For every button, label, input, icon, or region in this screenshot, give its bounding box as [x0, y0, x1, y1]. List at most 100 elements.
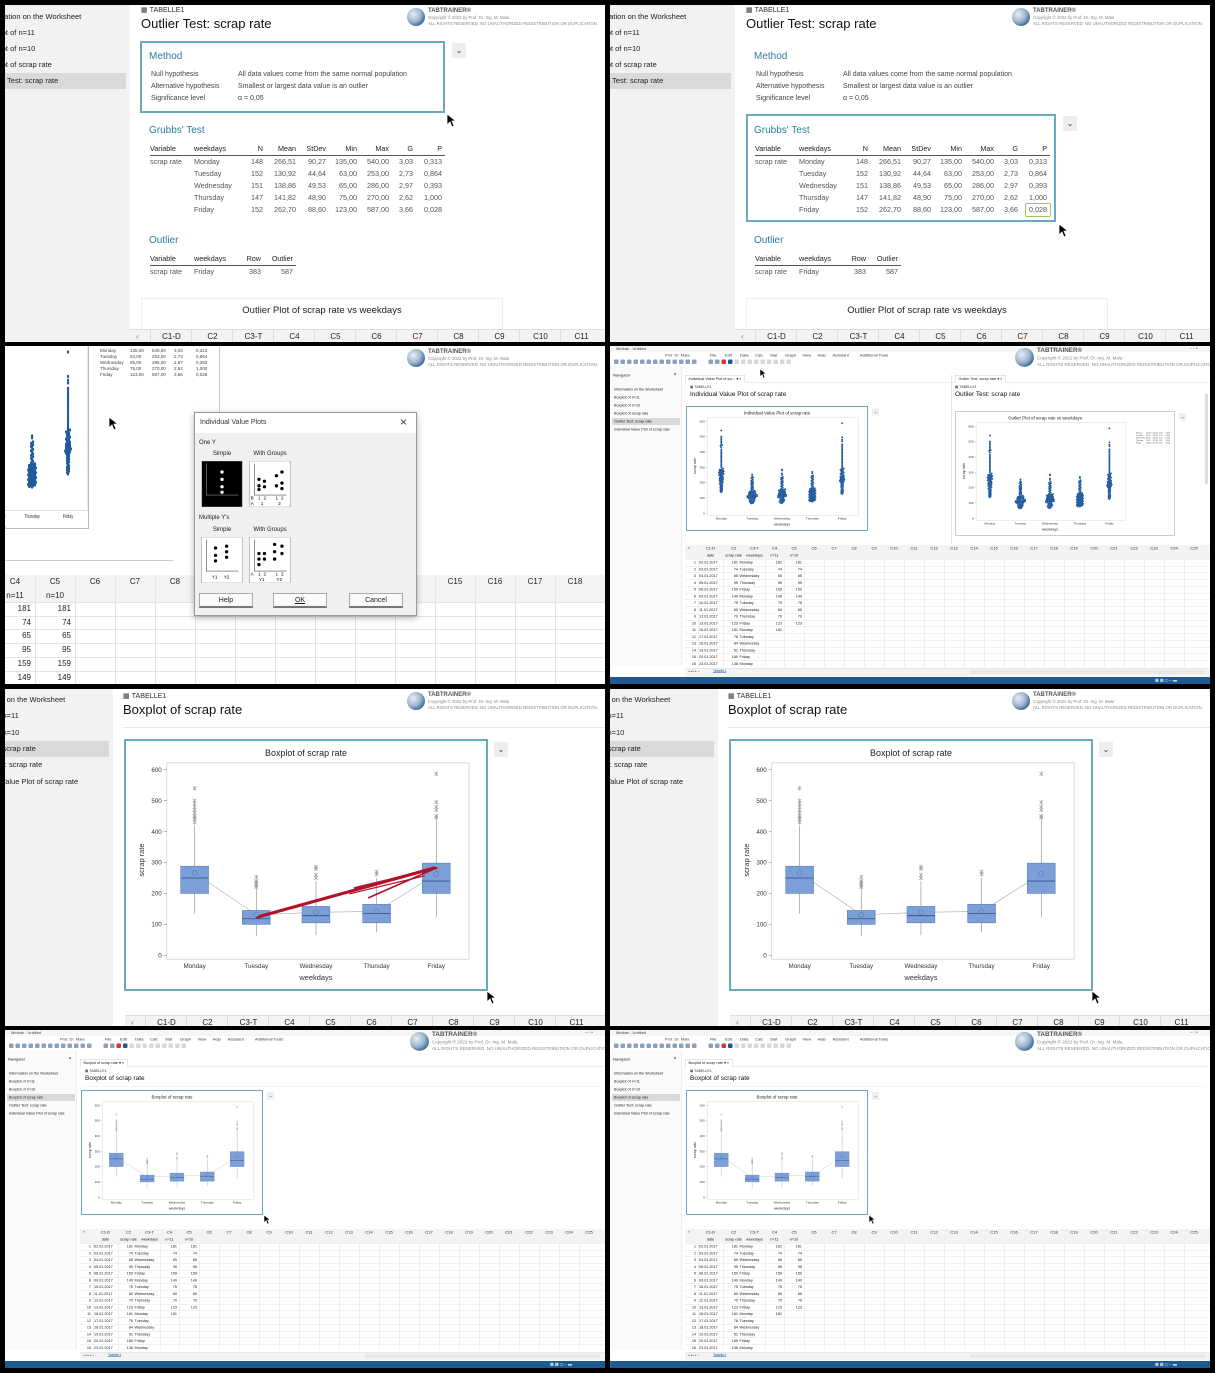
cell[interactable]: 65 — [777, 1257, 782, 1263]
row-number[interactable]: 8 — [693, 607, 696, 612]
row-number[interactable]: 11 — [692, 627, 696, 633]
column-header[interactable]: C10 — [1119, 1016, 1161, 1026]
column-header[interactable]: C5 — [309, 1016, 351, 1026]
column-header[interactable]: C7 — [226, 1230, 232, 1235]
nav-item[interactable]: Boxplot of scrap rate — [610, 57, 731, 73]
cell[interactable]: 181 — [57, 604, 71, 613]
cell[interactable]: Tuesday — [134, 1284, 149, 1290]
cell[interactable]: 60 — [777, 1291, 782, 1296]
toolbar-button[interactable] — [659, 1043, 664, 1048]
menu-item[interactable]: Assistant — [832, 353, 849, 358]
row-number[interactable]: 9 — [693, 614, 696, 619]
cell[interactable]: 13.01.2017 — [699, 1304, 718, 1310]
column-header[interactable]: C8 — [1042, 330, 1084, 342]
cell[interactable]: 75 — [733, 1284, 738, 1290]
cell[interactable]: Thursday — [134, 1298, 151, 1303]
cell[interactable]: 13.01.2017 — [94, 1304, 113, 1310]
row-number[interactable]: 12 — [691, 1318, 696, 1323]
cell[interactable]: Friday — [739, 654, 750, 660]
cell[interactable]: 09.01.2017 — [94, 1277, 113, 1283]
nav-item[interactable]: Boxplot of n=10 — [610, 725, 714, 741]
row-number[interactable]: 6 — [88, 1277, 91, 1283]
cell[interactable]: 65 — [777, 573, 782, 579]
navigator-menu-chevron[interactable]: ▾ — [674, 372, 677, 377]
column-header[interactable]: C17 — [425, 1230, 433, 1235]
nav-item[interactable]: Information on the Worksheet — [610, 692, 714, 708]
cell[interactable]: 181 — [795, 560, 802, 565]
nav-item[interactable]: Boxplot of n=11 — [610, 708, 714, 724]
toolbar-button[interactable] — [653, 359, 658, 364]
toolbar-button[interactable] — [653, 1043, 658, 1048]
cell[interactable]: 74 — [777, 1250, 782, 1256]
cell[interactable]: 149 — [731, 1277, 738, 1283]
cell[interactable]: 123 — [775, 1304, 782, 1310]
toolbar-button[interactable] — [620, 1043, 625, 1048]
row-number[interactable]: 8 — [88, 1291, 91, 1296]
cell[interactable]: Friday — [739, 1338, 750, 1344]
column-header[interactable]: C24 — [565, 1230, 573, 1235]
column-header[interactable]: C8 — [437, 330, 479, 342]
cell[interactable]: 11.01.2017 — [699, 607, 718, 612]
column-header[interactable]: C11 — [555, 1016, 597, 1026]
menu-item[interactable]: Calc — [755, 353, 764, 358]
cell[interactable]: 51 — [733, 1331, 738, 1337]
cell[interactable]: 181 — [170, 1311, 177, 1317]
cell[interactable]: 159 — [190, 1271, 197, 1276]
cell[interactable]: 180 — [126, 1338, 133, 1344]
column-header[interactable]: C4 — [878, 330, 920, 342]
cell[interactable]: 123 — [731, 620, 738, 626]
row-number[interactable]: 15 — [691, 1338, 696, 1344]
row-number[interactable]: 16 — [691, 1345, 696, 1350]
graph-options-chevron[interactable]: ⌄ — [872, 1092, 879, 1100]
column-header[interactable]: C20 — [1090, 1230, 1098, 1235]
column-header[interactable]: C1-D — [145, 1016, 187, 1026]
cell[interactable]: 138 — [731, 1345, 738, 1350]
column-header[interactable]: C9 — [1083, 330, 1125, 342]
cell[interactable]: 181 — [775, 627, 782, 633]
cell[interactable]: 74 — [777, 566, 782, 572]
column-header[interactable]: C9 — [1078, 1016, 1120, 1026]
cell[interactable]: 65 — [22, 631, 31, 641]
column-header[interactable]: C19 — [1070, 1230, 1078, 1235]
multiple-y-with-groups-option[interactable]: A 1 2 1 2Y1 Y2 — [248, 537, 292, 583]
nav-item[interactable]: Boxplot of scrap rate — [7, 1094, 75, 1101]
toolbar-button[interactable] — [67, 1043, 72, 1048]
column-header[interactable]: C17 — [527, 577, 543, 586]
cell[interactable]: 138 — [126, 1345, 133, 1350]
column-header[interactable]: C21 — [505, 1230, 513, 1235]
nav-item[interactable]: Boxplot of n=10 — [5, 725, 109, 741]
cell[interactable]: 65 — [62, 631, 71, 641]
scroll-left-arrow[interactable]: ‹ — [131, 1018, 134, 1026]
cell[interactable]: Monday — [134, 1277, 148, 1283]
tab-close-icon[interactable]: ▾ × — [996, 376, 1003, 382]
nav-item[interactable]: Boxplot of n=10 — [5, 41, 126, 57]
cell[interactable]: 60 — [128, 1291, 133, 1296]
cell[interactable]: Wednesday — [739, 641, 760, 646]
cell[interactable]: 70 — [797, 614, 802, 619]
menu-item[interactable]: View — [802, 353, 812, 358]
column-header[interactable]: C22 — [1130, 1230, 1138, 1235]
cell[interactable]: 16.01.2017 — [94, 1311, 113, 1317]
cell[interactable]: Monday — [739, 661, 753, 666]
column-header[interactable]: C7 — [831, 546, 837, 551]
cell[interactable]: 149 — [795, 1277, 802, 1283]
cell[interactable]: 10.01.2017 — [94, 1284, 113, 1290]
cell[interactable]: 75 — [777, 1284, 782, 1290]
column-header[interactable]: C4 — [9, 577, 21, 586]
column-header[interactable]: C6 — [206, 1230, 212, 1235]
cell[interactable]: 60 — [192, 1291, 197, 1296]
cell[interactable]: Wednesday — [739, 607, 760, 612]
column-header[interactable]: C12 — [325, 1230, 333, 1235]
column-header[interactable]: C1-D — [750, 1016, 792, 1026]
cell[interactable]: 159 — [731, 1271, 738, 1276]
cell[interactable]: 123 — [731, 1304, 738, 1310]
graph-options-chevron[interactable]: ⌄ — [1179, 413, 1186, 421]
row-number[interactable]: 3 — [693, 573, 696, 579]
column-header[interactable]: C9 — [871, 1230, 877, 1235]
column-header[interactable]: C22 — [525, 1230, 533, 1235]
cell[interactable]: 149 — [57, 672, 71, 682]
cell[interactable]: Tuesday — [739, 600, 754, 606]
row-number[interactable]: 2 — [693, 566, 696, 572]
column-header[interactable]: C5 — [791, 1230, 797, 1235]
cell[interactable]: 02.01.2017 — [699, 1244, 718, 1249]
